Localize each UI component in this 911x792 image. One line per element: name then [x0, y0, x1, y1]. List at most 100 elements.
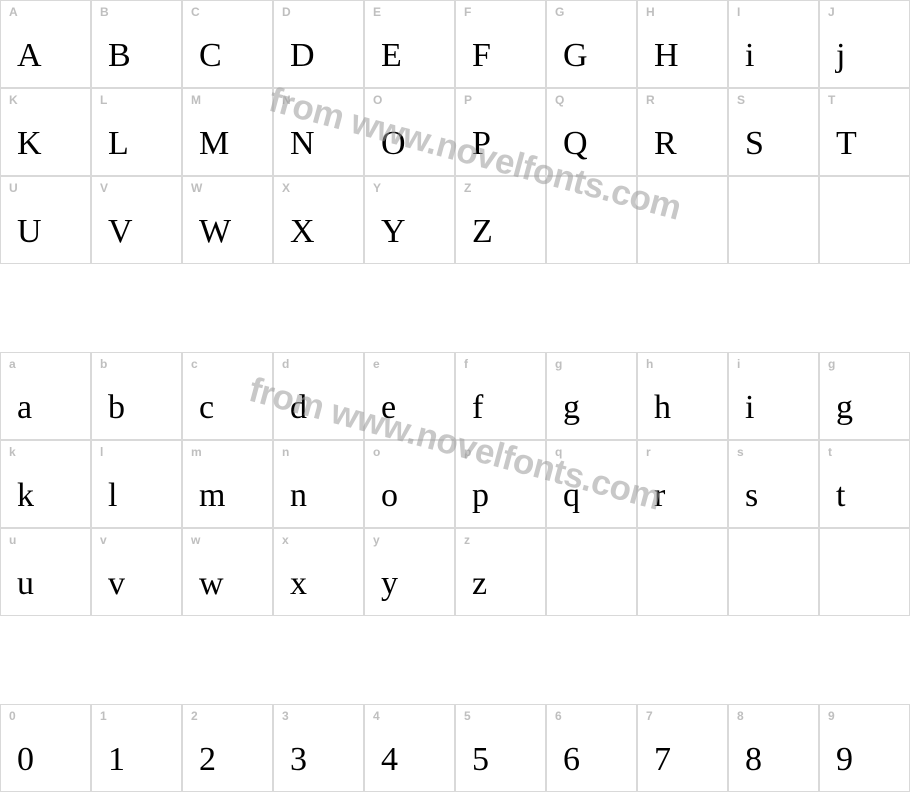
- glyph-cell-label: Y: [373, 181, 381, 195]
- glyph-cell-label: A: [9, 5, 18, 19]
- glyph-sample: E: [373, 39, 402, 73]
- glyph-sample: F: [464, 39, 491, 73]
- glyph-cell: PP: [455, 88, 546, 176]
- glyph-cell: BB: [91, 0, 182, 88]
- glyph-cell-label: V: [100, 181, 108, 195]
- glyph-sample: 2: [191, 743, 216, 777]
- glyph-cell-label: b: [100, 357, 107, 371]
- glyph-sample: 5: [464, 743, 489, 777]
- glyph-sample: H: [646, 39, 679, 73]
- glyph-sample: e: [373, 391, 396, 425]
- glyph-cell: pp: [455, 440, 546, 528]
- glyph-sample: Z: [464, 215, 493, 249]
- glyph-cell-label: T: [828, 93, 835, 107]
- glyph-cell: TT: [819, 88, 910, 176]
- glyph-cell: 77: [637, 704, 728, 792]
- glyph-cell-label: u: [9, 533, 16, 547]
- glyph-sample: i: [737, 39, 754, 73]
- glyph-cell-label: t: [828, 445, 832, 459]
- glyph-sample: p: [464, 479, 489, 513]
- glyph-cell-label: R: [646, 93, 655, 107]
- glyph-sample: l: [100, 479, 117, 513]
- glyph-sample: o: [373, 479, 398, 513]
- glyph-cell-label: c: [191, 357, 198, 371]
- glyph-cell-label: W: [191, 181, 202, 195]
- glyph-cell-label: G: [555, 5, 564, 19]
- glyph-sample: M: [191, 127, 229, 161]
- glyph-cell: 11: [91, 704, 182, 792]
- glyph-sample: c: [191, 391, 214, 425]
- glyph-cell: ss: [728, 440, 819, 528]
- glyph-sample: X: [282, 215, 315, 249]
- glyph-sample: g: [828, 391, 853, 425]
- glyph-sample: w: [191, 567, 224, 601]
- glyph-cell: KK: [0, 88, 91, 176]
- glyph-cell-label: i: [737, 357, 740, 371]
- glyph-sample: T: [828, 127, 857, 161]
- glyph-sample: G: [555, 39, 588, 73]
- glyph-cell-label: 1: [100, 709, 107, 723]
- glyph-cell: ww: [182, 528, 273, 616]
- glyph-cell-label: 8: [737, 709, 744, 723]
- glyph-cell-label: y: [373, 533, 380, 547]
- glyph-sample: K: [9, 127, 42, 161]
- glyph-cell: 88: [728, 704, 819, 792]
- glyph-sample: j: [828, 39, 845, 73]
- glyph-cell: ll: [91, 440, 182, 528]
- glyph-cell: 00: [0, 704, 91, 792]
- glyph-cell: [728, 176, 819, 264]
- glyph-cell: YY: [364, 176, 455, 264]
- glyph-cell: EE: [364, 0, 455, 88]
- glyph-cell-label: D: [282, 5, 291, 19]
- glyph-sample: v: [100, 567, 125, 601]
- glyph-cell: zz: [455, 528, 546, 616]
- glyph-sample: f: [464, 391, 483, 425]
- glyph-sample: U: [9, 215, 42, 249]
- glyph-cell: [546, 176, 637, 264]
- glyph-sample: y: [373, 567, 398, 601]
- glyph-cell-label: O: [373, 93, 382, 107]
- glyph-sample: 0: [9, 743, 34, 777]
- glyph-cell: ee: [364, 352, 455, 440]
- glyph-cell: DD: [273, 0, 364, 88]
- glyph-cell-label: r: [646, 445, 651, 459]
- glyph-cell-label: X: [282, 181, 290, 195]
- glyph-cell: ZZ: [455, 176, 546, 264]
- glyph-sample: h: [646, 391, 671, 425]
- glyph-cell: aa: [0, 352, 91, 440]
- glyph-cell-label: m: [191, 445, 202, 459]
- glyph-cell-label: M: [191, 93, 201, 107]
- glyph-cell-label: 3: [282, 709, 289, 723]
- glyph-cell: AA: [0, 0, 91, 88]
- glyph-cell-label: 2: [191, 709, 198, 723]
- glyph-cell-label: C: [191, 5, 200, 19]
- glyph-cell-label: S: [737, 93, 745, 107]
- glyph-cell-label: Q: [555, 93, 564, 107]
- glyph-sample: C: [191, 39, 222, 73]
- glyph-sample: 4: [373, 743, 398, 777]
- glyph-sample: 8: [737, 743, 762, 777]
- glyph-cell: UU: [0, 176, 91, 264]
- glyph-sample: m: [191, 479, 225, 513]
- glyph-cell-label: k: [9, 445, 16, 459]
- glyph-cell: [819, 176, 910, 264]
- glyph-cell: tt: [819, 440, 910, 528]
- section-spacer: [0, 616, 910, 636]
- glyph-cell: 99: [819, 704, 910, 792]
- section-spacer: [0, 264, 910, 284]
- glyph-cell: vv: [91, 528, 182, 616]
- glyph-cell-label: l: [100, 445, 103, 459]
- glyph-cell: RR: [637, 88, 728, 176]
- glyph-cell-label: 6: [555, 709, 562, 723]
- glyph-sample: z: [464, 567, 487, 601]
- glyph-cell-label: q: [555, 445, 562, 459]
- glyph-cell: 44: [364, 704, 455, 792]
- glyph-sample: u: [9, 567, 34, 601]
- glyph-sample: x: [282, 567, 307, 601]
- glyph-cell-label: P: [464, 93, 472, 107]
- glyph-cell: FF: [455, 0, 546, 88]
- glyph-cell-label: p: [464, 445, 471, 459]
- glyph-cell-label: a: [9, 357, 16, 371]
- glyph-sample: Y: [373, 215, 406, 249]
- glyph-cell: hh: [637, 352, 728, 440]
